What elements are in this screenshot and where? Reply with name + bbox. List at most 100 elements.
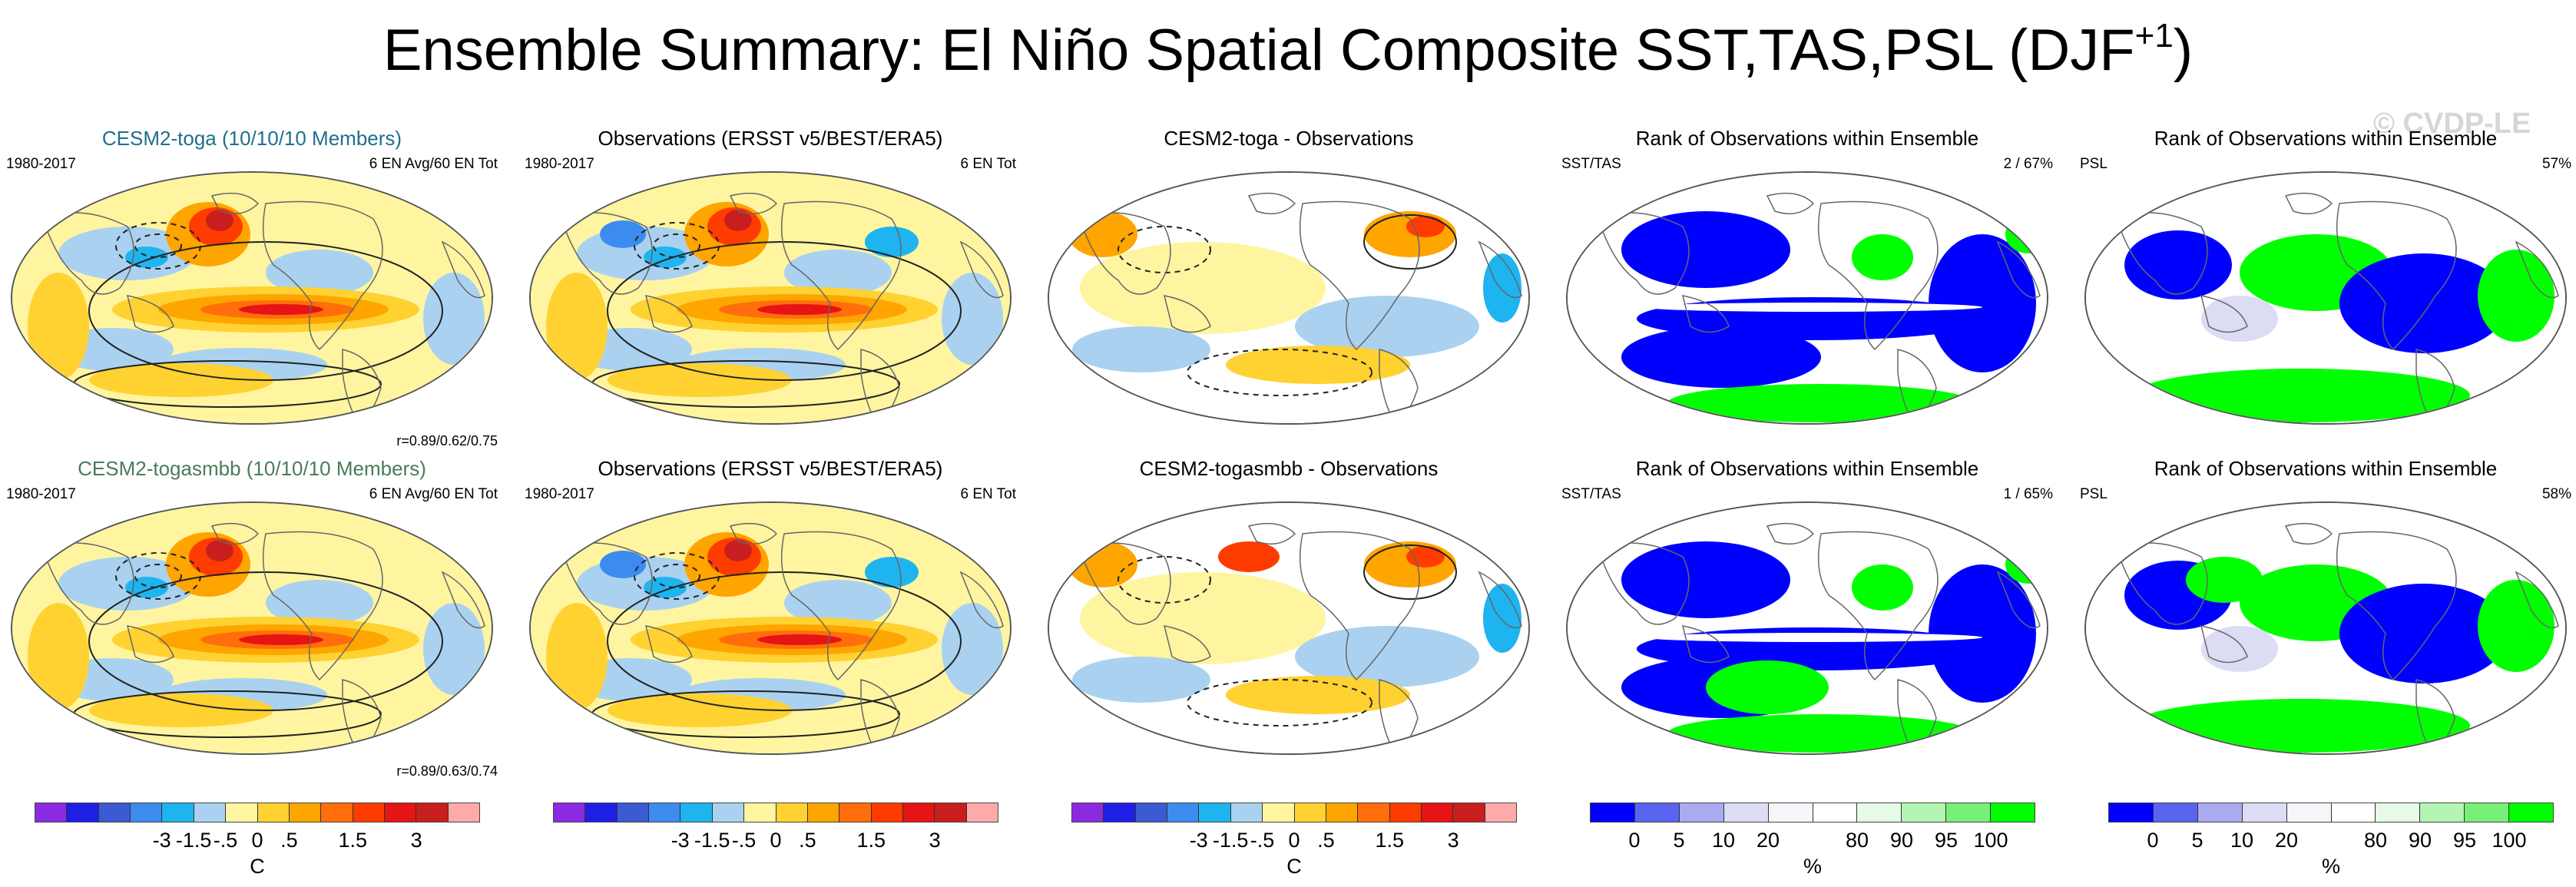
map-globe	[2084, 501, 2567, 755]
colorbar-swatch-2	[98, 803, 131, 822]
warm-west-edge	[28, 273, 89, 380]
warm-diff-southern	[1226, 346, 1410, 384]
colorbar-tick-label: 1.5	[1375, 829, 1405, 852]
warm-west-edge	[546, 273, 608, 380]
colorbar-swatch-5	[1813, 803, 1858, 822]
pattern-correlation: r=0.89/0.62/0.75	[396, 433, 498, 448]
small-cool-diff-atlantic	[1295, 296, 1479, 357]
coastline-5	[2284, 522, 2333, 545]
map-globe	[1566, 501, 2048, 755]
map-globe	[1048, 501, 1530, 755]
colorbar-tick-label: 1.5	[856, 829, 886, 852]
watermark: © CVDP-LE	[2373, 108, 2531, 140]
colorbar-tick-label: 20	[2274, 829, 2299, 852]
coastline-1	[1299, 200, 1420, 351]
colorbar-units: C	[1286, 855, 1302, 878]
low-rank-indian	[1929, 564, 2036, 703]
panel-left-label: 1980-2017	[6, 486, 76, 502]
panel-title: Rank of Observations within Ensemble	[1635, 127, 1979, 150]
psl-contour-aleutian-low-inner	[134, 233, 182, 258]
cool-anomaly-atlantic	[266, 250, 373, 296]
colorbar-swatch-6	[226, 803, 258, 822]
colorbar-swatch-2	[1679, 803, 1724, 822]
diff-contour-2	[1363, 214, 1457, 270]
colorbar-swatch-6	[1857, 803, 1902, 822]
small-cool-diff-atlantic	[1295, 626, 1479, 687]
psl-contour-aleutian-low	[634, 552, 720, 600]
colorbar-tick-label: 0	[251, 829, 263, 852]
panel-left-label: 1980-2017	[525, 156, 594, 172]
cool-anomaly-indian	[942, 603, 1003, 695]
coastline-0	[561, 212, 653, 295]
map-panel-p01: Observations (ERSST v5/BEST/ERA5) 1980-20…	[525, 127, 1016, 449]
map-globe	[11, 171, 493, 425]
high-rank-east	[2478, 580, 2554, 672]
colorbar-tick-label: -.5	[1250, 829, 1275, 852]
coastline-1	[2336, 531, 2457, 681]
colorbar-tick-label: 5	[1673, 829, 1685, 852]
high-rank-southern	[1667, 714, 1975, 753]
colorbar-swatch-8	[807, 803, 840, 822]
coastline-3	[1681, 295, 1730, 333]
psl-contour-aleutian-low-inner	[653, 564, 700, 588]
colorbar-ticks: -3 -1.5 -.5 0 .5 1.5 3	[553, 829, 998, 852]
panel-left-label: PSL	[2080, 486, 2107, 502]
colorbar-tick-label: -.5	[213, 829, 238, 852]
colorbar-tick-label: 80	[1845, 829, 1869, 852]
high-rank-south-pacific	[1706, 660, 1829, 714]
colorbar-swatch-8	[289, 803, 322, 822]
colorbar-tick-label: -3	[152, 829, 171, 852]
panel-title: Observations (ERSST v5/BEST/ERA5)	[598, 457, 943, 480]
colorbar-swatch-9	[1991, 803, 2035, 822]
colorbar-swatch-5	[2331, 803, 2376, 822]
map-panel-p10: CESM2-togasmbb (10/10/10 Members) 1980-20…	[6, 457, 498, 779]
colorbar-swatch-10	[871, 803, 903, 822]
figure-title-close: )	[2173, 18, 2194, 83]
colorbar-units: %	[2321, 855, 2340, 878]
panel-title: Observations (ERSST v5/BEST/ERA5)	[598, 127, 943, 150]
panel-left-label: SST/TAS	[1561, 156, 1621, 172]
warm-north-america-peak	[206, 210, 233, 231]
colorbar-tick-label: 3	[929, 829, 941, 852]
colorbar-swatch-4	[1199, 803, 1231, 822]
colorbar-swatch-9	[839, 803, 872, 822]
colorbar-swatch-12	[416, 803, 449, 822]
coastline-0	[561, 542, 653, 625]
warm-west-edge	[28, 603, 89, 710]
low-rank-north-pacific	[1621, 541, 1790, 618]
colorbar-tick-label: 10	[2230, 829, 2254, 852]
mid-rank-patch	[2201, 626, 2278, 672]
coastline-5	[210, 192, 260, 215]
coastline-2	[1379, 679, 1419, 753]
cool-core-north-pacific	[125, 247, 168, 268]
map-field	[1049, 503, 1528, 753]
coastline-5	[1766, 522, 1815, 545]
panel-title: CESM2-togasmbb - Observations	[1139, 457, 1439, 480]
coastline-3	[644, 295, 693, 333]
colorbar-swatch-11	[384, 803, 417, 822]
panel-right-label: 2 / 67%	[2003, 156, 2053, 172]
colorbar-swatch-8	[1326, 803, 1359, 822]
high-rank-atlantic	[1852, 234, 1913, 280]
warm-diff-southern	[1226, 676, 1410, 714]
low-rank-north-pacific	[1621, 211, 1790, 288]
coastline-5	[1247, 522, 1296, 545]
cool-core-north-pacific	[644, 577, 687, 598]
colorbar-cb3: 0 5 10 20 80 90 95 100%	[1590, 803, 2035, 887]
coastline-3	[1163, 625, 1211, 664]
colorbar-swatch-10	[1389, 803, 1422, 822]
colorbar-tick-label: 90	[2408, 829, 2432, 852]
coastline-5	[729, 192, 778, 215]
map-field	[1049, 173, 1528, 423]
warm-north-america-peak	[724, 540, 752, 561]
colorbar-swatches	[553, 803, 998, 822]
colorbar-units: %	[1803, 855, 1822, 878]
colorbar-tick-label: -1.5	[175, 829, 212, 852]
high-rank-east	[2005, 545, 2047, 584]
coastline-4	[441, 571, 485, 629]
coastline-0	[2116, 542, 2208, 625]
map-panel-p13: Rank of Observations within Ensemble SST/…	[1561, 457, 2053, 779]
panel-title: Rank of Observations within Ensemble	[1635, 457, 1979, 480]
coastline-4	[1996, 571, 2041, 629]
colorbar-cb2: -3 -1.5 -.5 0 .5 1.5 3 C	[1071, 803, 1517, 887]
